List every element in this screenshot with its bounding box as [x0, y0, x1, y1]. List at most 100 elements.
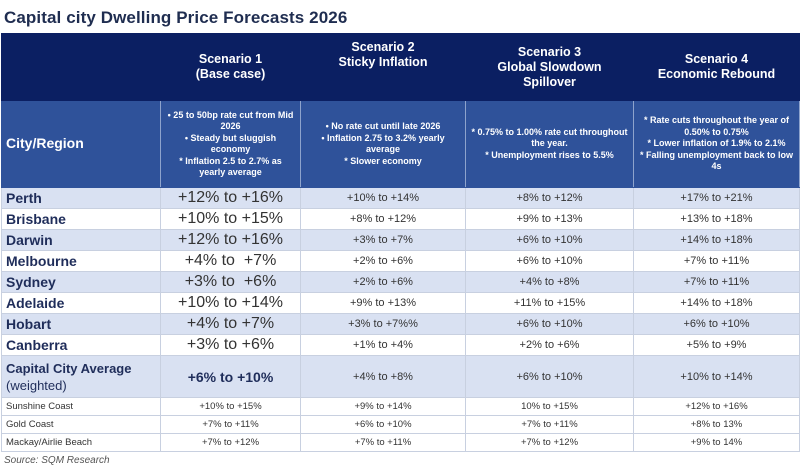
scenario-2-value: +7% to +11% — [300, 433, 466, 452]
table-row: Brisbane +10% to +15% +8% to +12% +9% to +1… — [1, 208, 800, 230]
scenario-1-value: +12% to +16% — [160, 229, 301, 251]
scenario-3-value: +7% to +12% — [465, 433, 634, 452]
scenario-4-value: +14% to +18% — [633, 229, 800, 251]
scenario-4-value: +14% to +18% — [633, 292, 800, 314]
scenario-3-value: +4% to +8% — [465, 271, 634, 293]
scenario-4-assumptions: * Rate cuts throughout the year of 0.50%… — [633, 100, 800, 188]
table-row: Capital City Average (weighted) +6% to +10… — [1, 355, 800, 398]
scenario-3-header: Scenario 3 Global Slowdown Spillover — [465, 33, 634, 101]
scenario-1-value: +10% to +15% — [160, 208, 301, 230]
scenario-4-value: +17% to +21% — [633, 187, 800, 209]
scenario-1-value: +10% to +15% — [160, 397, 301, 416]
scenario-3-value: +6% to +10% — [465, 355, 634, 398]
scenario-1-value: +4% to +7% — [160, 250, 301, 272]
table-row: Melbourne +4% to +7% +2% to +6% +6% to +10%… — [1, 250, 800, 272]
region-name: Mackay/Airlie Beach — [1, 433, 161, 452]
region-label: Sunshine Coast — [6, 401, 74, 412]
header-blank-cell — [1, 33, 161, 101]
assumption-item: • Steady but sluggish economy — [184, 132, 277, 155]
scenario-2-value: +3% to +7% — [300, 229, 466, 251]
region-label: Hobart — [6, 316, 52, 332]
scenario-name: Scenario 1 — [198, 52, 263, 66]
region-label: Melbourne — [6, 253, 77, 269]
scenario-3-value: +9% to +13% — [465, 208, 634, 230]
assumption-item: • 25 to 50bp rate cut from Mid 2026 — [167, 109, 294, 132]
region-column-label: City/Region — [1, 100, 161, 188]
scenario-2-value: +2% to +6% — [300, 271, 466, 293]
table-row: Darwin +12% to +16% +3% to +7% +6% to +10% +… — [1, 229, 800, 251]
scenario-2-value: +10% to +14% — [300, 187, 466, 209]
region-name: Hobart — [1, 313, 161, 335]
assumption-item: * Slower economy — [344, 155, 422, 166]
page-title: Capital city Dwelling Price Forecasts 20… — [4, 8, 348, 27]
scenario-2-header: Scenario 2 Sticky Inflation — [300, 33, 466, 101]
scenario-4-value: +8% to 13% — [633, 415, 800, 434]
scenario-2-value: +3% to +7%% — [300, 313, 466, 335]
scenario-2-value: +9% to +14% — [300, 397, 466, 416]
region-name: Brisbane — [1, 208, 161, 230]
scenario-1-value: +3% to +6% — [160, 334, 301, 356]
scenario-2-value: +8% to +12% — [300, 208, 466, 230]
region-label: Mackay/Airlie Beach — [6, 437, 93, 448]
scenario-name: Scenario 2 — [351, 40, 415, 54]
table-row: Sydney +3% to +6% +2% to +6% +4% to +8% +7% … — [1, 271, 800, 293]
table-row: Hobart +4% to +7% +3% to +7%% +6% to +10% +6… — [1, 313, 800, 335]
scenario-1-value: +7% to +11% — [160, 415, 301, 434]
assumption-item: * 0.75% to 1.00% rate cut throughout the… — [471, 126, 628, 149]
region-label: Brisbane — [6, 211, 66, 227]
scenario-3-assumptions: * 0.75% to 1.00% rate cut throughout the… — [465, 100, 634, 188]
scenario-4-value: +7% to +11% — [633, 271, 800, 293]
scenario-3-value: +2% to +6% — [465, 334, 634, 356]
scenario-4-value: +5% to +9% — [633, 334, 800, 356]
scenario-2-value: +9% to +13% — [300, 292, 466, 314]
scenario-name: Scenario 3 — [517, 44, 582, 59]
scenario-subtitle: Sticky Inflation — [338, 55, 428, 69]
table-row: Mackay/Airlie Beach +7% to +12% +7% to +11… — [1, 433, 800, 452]
table-row: Canberra +3% to +6% +1% to +4% +2% to +6% +5… — [1, 334, 800, 356]
scenario-1-value: +10% to +14% — [160, 292, 301, 314]
assumption-item: * Inflation 2.5 to 2.7% as yearly averag… — [179, 155, 282, 178]
region-name: Sunshine Coast — [1, 397, 161, 416]
region-label: Perth — [6, 190, 42, 206]
scenario-3-value: +8% to +12% — [465, 187, 634, 209]
region-name: Melbourne — [1, 250, 161, 272]
scenario-4-value: +9% to 14% — [633, 433, 800, 452]
scenario-2-value: +4% to +8% — [300, 355, 466, 398]
scenario-3-value: +7% to +11% — [465, 415, 634, 434]
scenario-4-value: +13% to +18% — [633, 208, 800, 230]
scenario-2-value: +1% to +4% — [300, 334, 466, 356]
scenario-2-value: +6% to +10% — [300, 415, 466, 434]
region-label: Darwin — [6, 232, 53, 248]
source-note: Source: SQM Research — [4, 455, 110, 466]
assumption-item: * Lower inflation of 1.9% to 2.1% — [647, 138, 786, 149]
assumption-item: • No rate cut until late 2026 — [325, 121, 441, 131]
scenario-header-row: Scenario 1 (Base case) Scenario 2 Sticky I… — [1, 33, 800, 101]
table-row: Perth +12% to +16% +10% to +14% +8% to +12%… — [1, 187, 800, 209]
scenario-2-assumptions: • No rate cut until late 2026 • Inflation… — [300, 100, 466, 188]
region-note: (weighted) — [6, 377, 67, 393]
scenario-4-value: +6% to +10% — [633, 313, 800, 335]
scenario-4-value: +7% to +11% — [633, 250, 800, 272]
assumption-item: * Falling unemployment back to low 4s — [639, 149, 794, 172]
scenario-subtitle: (Base case) — [195, 67, 266, 81]
assumption-item: * Rate cuts throughout the year of 0.50%… — [643, 115, 789, 137]
scenario-1-header: Scenario 1 (Base case) — [160, 33, 301, 101]
region-name: Gold Coast — [1, 415, 161, 434]
scenario-1-value: +3% to +6% — [160, 271, 301, 293]
table-body: Perth +12% to +16% +10% to +14% +8% to +12%… — [1, 187, 800, 452]
scenario-1-assumptions: • 25 to 50bp rate cut from Mid 2026 • Ste… — [160, 100, 301, 188]
scenario-subtitle: Global Slowdown Spillover — [497, 59, 602, 89]
assumptions-row: City/Region • 25 to 50bp rate cut from M… — [1, 100, 800, 188]
scenario-3-value: 10% to +15% — [465, 397, 634, 416]
table-row: Sunshine Coast +10% to +15% +9% to +14% 10%… — [1, 397, 800, 416]
scenario-4-value: +12% to +16% — [633, 397, 800, 416]
scenario-4-header: Scenario 4 Economic Rebound — [633, 33, 800, 101]
scenario-1-value: +4% to +7% — [160, 313, 301, 335]
region-label: Sydney — [6, 274, 56, 290]
region-label: Gold Coast — [6, 419, 54, 430]
scenario-3-value: +6% to +10% — [465, 250, 634, 272]
region-name: Sydney — [1, 271, 161, 293]
assumption-item: • Inflation 2.75 to 3.2% yearly average — [321, 132, 445, 155]
table-row: Gold Coast +7% to +11% +6% to +10% +7% to +… — [1, 415, 800, 434]
scenario-3-value: +6% to +10% — [465, 229, 634, 251]
